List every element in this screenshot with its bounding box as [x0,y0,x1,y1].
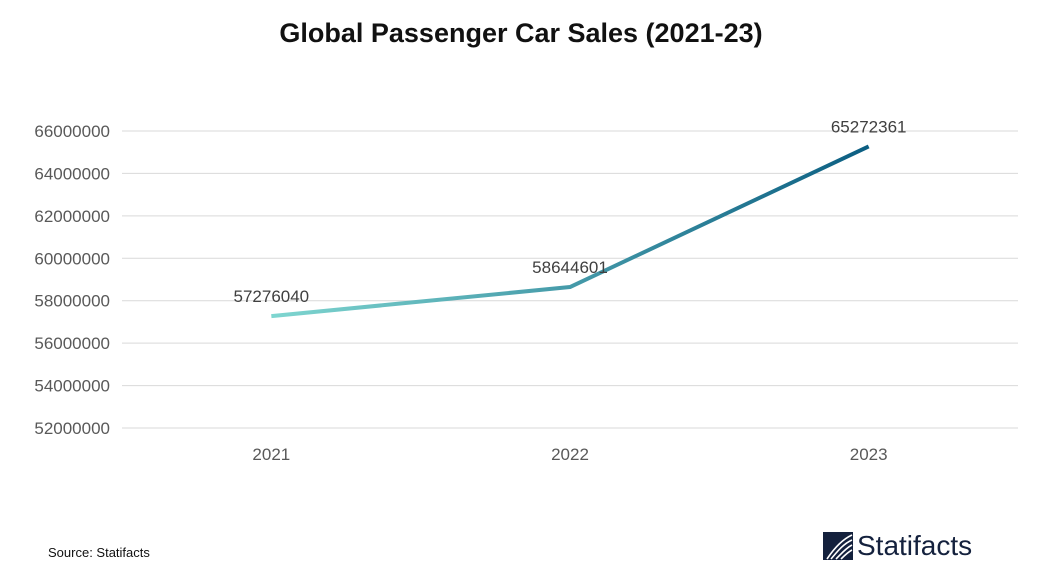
chart-title: Global Passenger Car Sales (2021-23) [279,18,763,48]
statifacts-logo: Statifacts [823,530,972,562]
y-tick-label: 58000000 [34,292,110,311]
data-label: 65272361 [831,117,907,136]
y-tick-label: 62000000 [34,207,110,226]
y-tick-label: 66000000 [34,122,110,141]
x-tick-label: 2023 [850,445,888,464]
data-label: 58644601 [532,258,608,277]
source-note: Source: Statifacts [48,545,150,560]
y-tick-label: 54000000 [34,377,110,396]
data-label: 57276040 [234,287,310,306]
statifacts-logo-icon [823,532,853,560]
y-tick-label: 64000000 [34,164,110,183]
line-chart: 52000000 54000000 56000000 58000000 60000000… [34,117,1018,464]
series-line [271,144,870,319]
y-tick-label: 56000000 [34,334,110,353]
y-tick-label: 52000000 [34,419,110,438]
y-tick-label: 60000000 [34,249,110,268]
x-tick-label: 2021 [252,445,290,464]
logo-text: Statifacts [857,530,973,561]
x-tick-label: 2022 [551,445,589,464]
